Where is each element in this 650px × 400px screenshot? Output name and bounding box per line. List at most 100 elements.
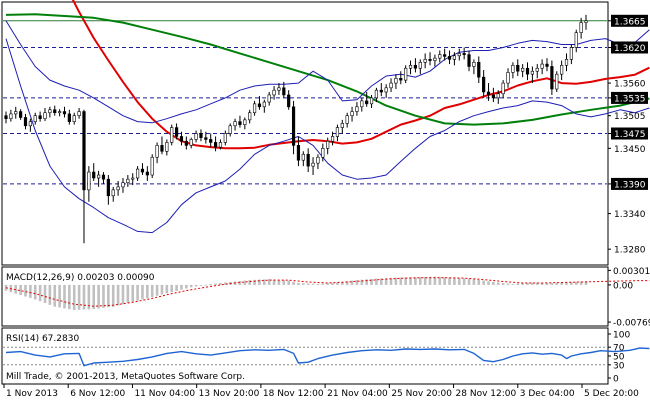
macd-histogram-bar [116, 284, 120, 306]
macd-histogram-bar [160, 284, 164, 295]
macd-histogram-bar [146, 284, 149, 299]
price-tick-label: 1.3475 [614, 130, 646, 140]
price-candle [53, 105, 57, 116]
macd-histogram-bar [297, 282, 300, 285]
price-candle [116, 180, 120, 196]
candle-body [218, 142, 223, 148]
candle-body [194, 133, 198, 140]
rsi-tick-label: 0 [613, 375, 619, 385]
price-candle [19, 109, 23, 120]
candle-body [135, 168, 140, 179]
price-candle [48, 106, 52, 118]
price-candle [296, 136, 301, 167]
price-candle [408, 60, 413, 75]
price-candle [199, 129, 203, 142]
price-candle [43, 107, 47, 122]
macd-histogram-bar [321, 283, 325, 285]
macd-histogram-bar [584, 281, 588, 285]
candle-body [277, 87, 281, 91]
candle-body [248, 112, 252, 121]
macd-histogram-bar [121, 284, 125, 305]
macd-histogram-bar [501, 282, 505, 285]
macd-histogram-bar [531, 282, 534, 285]
candle-body [184, 140, 188, 146]
candle-body [291, 106, 296, 146]
time-tick-label: 13 Nov 20:00 [199, 389, 260, 399]
candle-body [399, 78, 403, 81]
macd-histogram-bar [258, 279, 261, 285]
price-candle [213, 136, 218, 152]
price-candle [564, 53, 569, 72]
candle-body [43, 112, 47, 119]
macd-histogram-bar [224, 282, 227, 285]
candle-body [311, 162, 315, 167]
candle-body [257, 103, 262, 108]
bollinger-upper-line [5, 20, 650, 124]
macd-histogram-bar [448, 277, 451, 285]
macd-histogram-bar [77, 284, 81, 310]
price-candle [457, 48, 461, 61]
price-candle [399, 71, 403, 85]
price-candle [438, 50, 442, 63]
candle-body [345, 115, 349, 124]
candle-body [121, 182, 125, 188]
candle-body [209, 139, 213, 143]
time-tick-label: 11 Nov 04:00 [134, 389, 195, 399]
macd-histogram-bar [345, 281, 349, 285]
price-candle [267, 91, 271, 106]
candle-body [574, 32, 578, 48]
macd-histogram-bar [570, 282, 573, 285]
candle-body [335, 127, 340, 137]
price-candle [496, 90, 500, 104]
candle-body [174, 127, 179, 137]
price-candle [38, 111, 42, 122]
candle-body [521, 67, 525, 72]
candle-body [170, 127, 174, 143]
candle-body [438, 54, 442, 59]
macd-plot [4, 276, 650, 311]
price-candle [506, 68, 510, 88]
price-candle [428, 52, 432, 66]
candle-body [19, 111, 23, 118]
macd-histogram-bar [243, 280, 247, 285]
rsi-tick-label: 30 [613, 361, 625, 371]
candle-body [14, 111, 18, 115]
macd-histogram-bar [414, 277, 417, 285]
macd-histogram-bar [302, 283, 305, 285]
candle-body [306, 153, 310, 167]
macd-histogram-bar [282, 280, 286, 285]
candle-body [267, 94, 271, 103]
candle-body [482, 76, 486, 93]
macd-histogram-bar [350, 280, 354, 285]
candle-body [111, 189, 115, 197]
price-candle [306, 148, 310, 173]
candle-body [443, 54, 447, 57]
price-candle [462, 47, 466, 60]
macd-histogram-bar [253, 279, 256, 285]
rsi-tick-label: 100 [613, 331, 630, 341]
macd-histogram-bar [141, 284, 144, 300]
candle-body [131, 177, 135, 180]
price-candle [569, 44, 573, 65]
price-candle [335, 124, 340, 142]
price-tick-label: 1.3505 [614, 112, 646, 122]
price-candle [525, 62, 530, 81]
candle-body [272, 89, 276, 96]
candle-body [9, 113, 13, 119]
macd-histogram-bar [487, 281, 490, 285]
price-candle [291, 100, 296, 155]
price-candle [340, 119, 344, 134]
macd-histogram-bar [277, 279, 281, 285]
macd-histogram-bar [521, 283, 524, 285]
rsi-tick-label: 50 [613, 353, 625, 363]
price-candle [384, 84, 388, 98]
price-candle [452, 52, 457, 66]
macd-histogram-bar [136, 284, 139, 301]
macd-histogram-bar [384, 278, 388, 285]
macd-histogram-bar [111, 284, 115, 307]
macd-histogram-bar [579, 281, 583, 285]
macd-pane-frame[interactable] [1, 266, 609, 327]
price-label-badge [611, 177, 648, 190]
candle-body [321, 148, 325, 158]
price-candle [170, 124, 174, 146]
